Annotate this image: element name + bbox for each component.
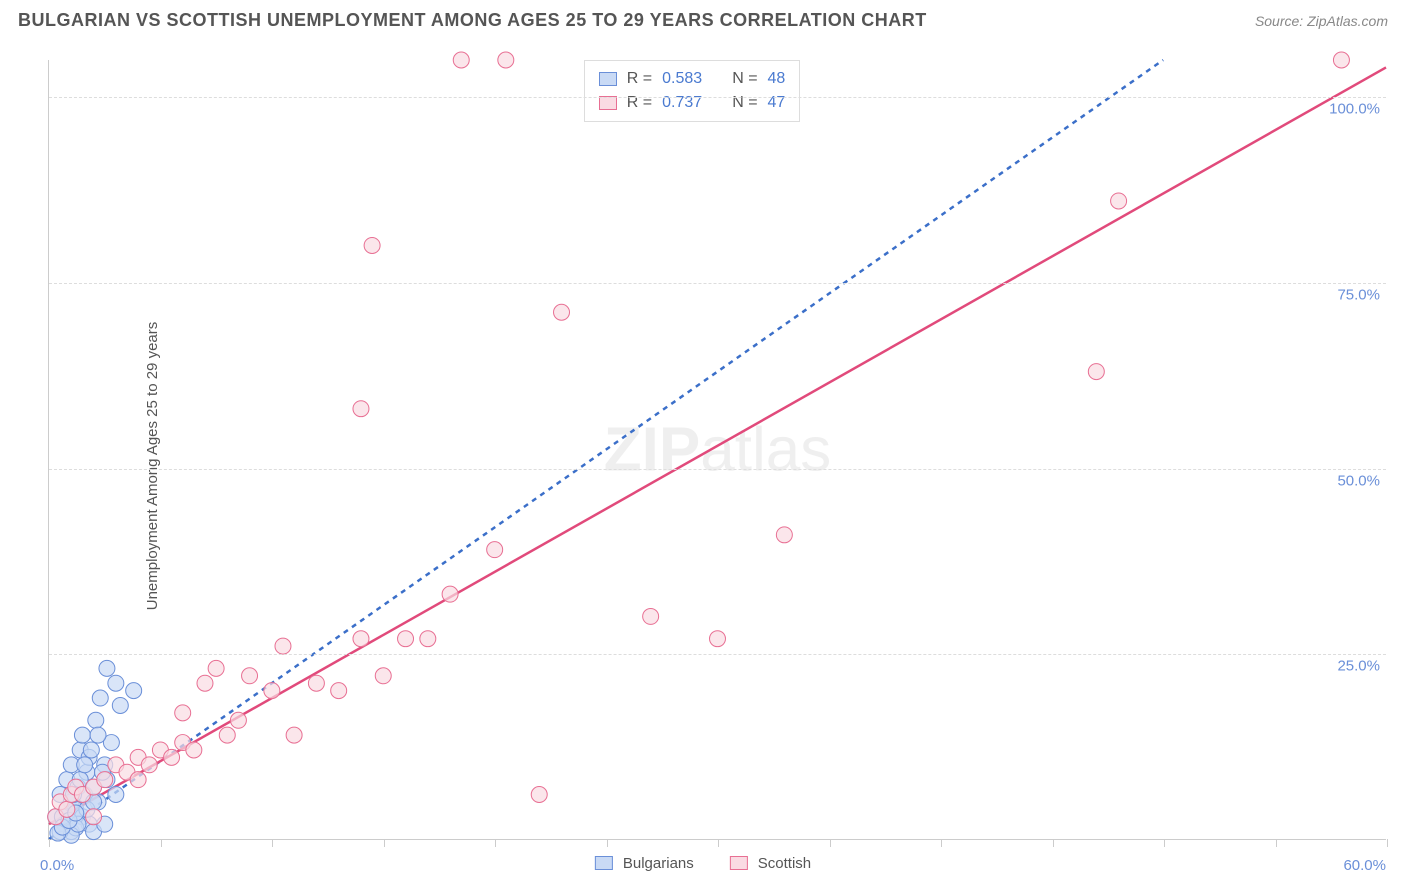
data-point-bulgarians [88, 712, 104, 728]
data-point-scottish [97, 772, 113, 788]
data-point-bulgarians [112, 697, 128, 713]
data-point-scottish [498, 52, 514, 68]
swatch-scottish [730, 856, 748, 870]
trend-line-scottish [49, 67, 1386, 824]
data-point-scottish [164, 749, 180, 765]
data-point-scottish [308, 675, 324, 691]
x-tick [1053, 839, 1054, 847]
data-point-scottish [130, 772, 146, 788]
trend-line-bulgarians [49, 60, 1163, 839]
y-tick-label: 50.0% [1337, 472, 1380, 489]
gridline [49, 469, 1386, 470]
legend-item-scottish: Scottish [730, 855, 811, 872]
data-point-bulgarians [90, 727, 106, 743]
data-point-scottish [242, 668, 258, 684]
data-point-bulgarians [92, 690, 108, 706]
data-point-scottish [186, 742, 202, 758]
data-point-scottish [286, 727, 302, 743]
legend-label: Bulgarians [623, 855, 694, 872]
y-tick-label: 75.0% [1337, 286, 1380, 303]
x-tick [161, 839, 162, 847]
n-value: 47 [768, 91, 786, 115]
r-label: R = [627, 67, 652, 91]
data-point-scottish [230, 712, 246, 728]
data-point-scottish [353, 631, 369, 647]
n-label: N = [732, 67, 757, 91]
x-tick [607, 839, 608, 847]
plot-svg [49, 60, 1386, 839]
y-tick-label: 100.0% [1329, 101, 1380, 118]
data-point-scottish [453, 52, 469, 68]
x-tick [1387, 839, 1388, 847]
n-label: N = [732, 91, 757, 115]
x-tick [1276, 839, 1277, 847]
data-point-scottish [141, 757, 157, 773]
x-tick [941, 839, 942, 847]
chart-area: Unemployment Among Ages 25 to 29 years Z… [0, 40, 1406, 892]
data-point-scottish [197, 675, 213, 691]
x-min-label: 0.0% [40, 857, 74, 874]
gridline [49, 654, 1386, 655]
data-point-bulgarians [99, 660, 115, 676]
legend-label: Scottish [758, 855, 811, 872]
data-point-scottish [710, 631, 726, 647]
data-point-scottish [375, 668, 391, 684]
x-max-label: 60.0% [1343, 857, 1386, 874]
x-tick [384, 839, 385, 847]
data-point-scottish [1088, 364, 1104, 380]
gridline [49, 283, 1386, 284]
data-point-scottish [219, 727, 235, 743]
data-point-bulgarians [77, 757, 93, 773]
x-tick [272, 839, 273, 847]
data-point-scottish [364, 237, 380, 253]
data-point-scottish [353, 401, 369, 417]
data-point-scottish [59, 801, 75, 817]
swatch-bulgarians [599, 72, 617, 86]
stats-row-bulgarians: R = 0.583 N = 48 [599, 67, 786, 91]
data-point-bulgarians [74, 727, 90, 743]
chart-source: Source: ZipAtlas.com [1255, 13, 1388, 29]
stats-row-scottish: R = 0.737 N = 47 [599, 91, 786, 115]
x-tick [718, 839, 719, 847]
swatch-bulgarians [595, 856, 613, 870]
data-point-scottish [264, 683, 280, 699]
chart-title: BULGARIAN VS SCOTTISH UNEMPLOYMENT AMONG… [18, 10, 927, 31]
data-point-scottish [208, 660, 224, 676]
data-point-scottish [1111, 193, 1127, 209]
data-point-scottish [86, 809, 102, 825]
data-point-scottish [331, 683, 347, 699]
x-tick [495, 839, 496, 847]
chart-header: BULGARIAN VS SCOTTISH UNEMPLOYMENT AMONG… [0, 0, 1406, 37]
r-label: R = [627, 91, 652, 115]
data-point-scottish [275, 638, 291, 654]
data-point-bulgarians [108, 675, 124, 691]
legend-item-bulgarians: Bulgarians [595, 855, 694, 872]
data-point-scottish [420, 631, 436, 647]
data-point-scottish [487, 542, 503, 558]
data-point-scottish [1333, 52, 1349, 68]
data-point-bulgarians [108, 786, 124, 802]
x-tick [1164, 839, 1165, 847]
data-point-bulgarians [83, 742, 99, 758]
data-point-scottish [554, 304, 570, 320]
x-tick [830, 839, 831, 847]
y-tick-label: 25.0% [1337, 658, 1380, 675]
gridline [49, 97, 1386, 98]
data-point-scottish [175, 705, 191, 721]
n-value: 48 [768, 67, 786, 91]
stats-legend: R = 0.583 N = 48 R = 0.737 N = 47 [584, 60, 801, 122]
data-point-scottish [442, 586, 458, 602]
series-legend: Bulgarians Scottish [595, 855, 811, 872]
x-tick [49, 839, 50, 847]
data-point-scottish [531, 786, 547, 802]
r-value: 0.737 [662, 91, 702, 115]
data-point-scottish [398, 631, 414, 647]
data-point-scottish [776, 527, 792, 543]
plot-region: ZIPatlas R =0.583N =48R =0.737N =47 25.0… [48, 60, 1386, 840]
data-point-scottish [643, 608, 659, 624]
data-point-bulgarians [126, 683, 142, 699]
r-value: 0.583 [662, 67, 702, 91]
